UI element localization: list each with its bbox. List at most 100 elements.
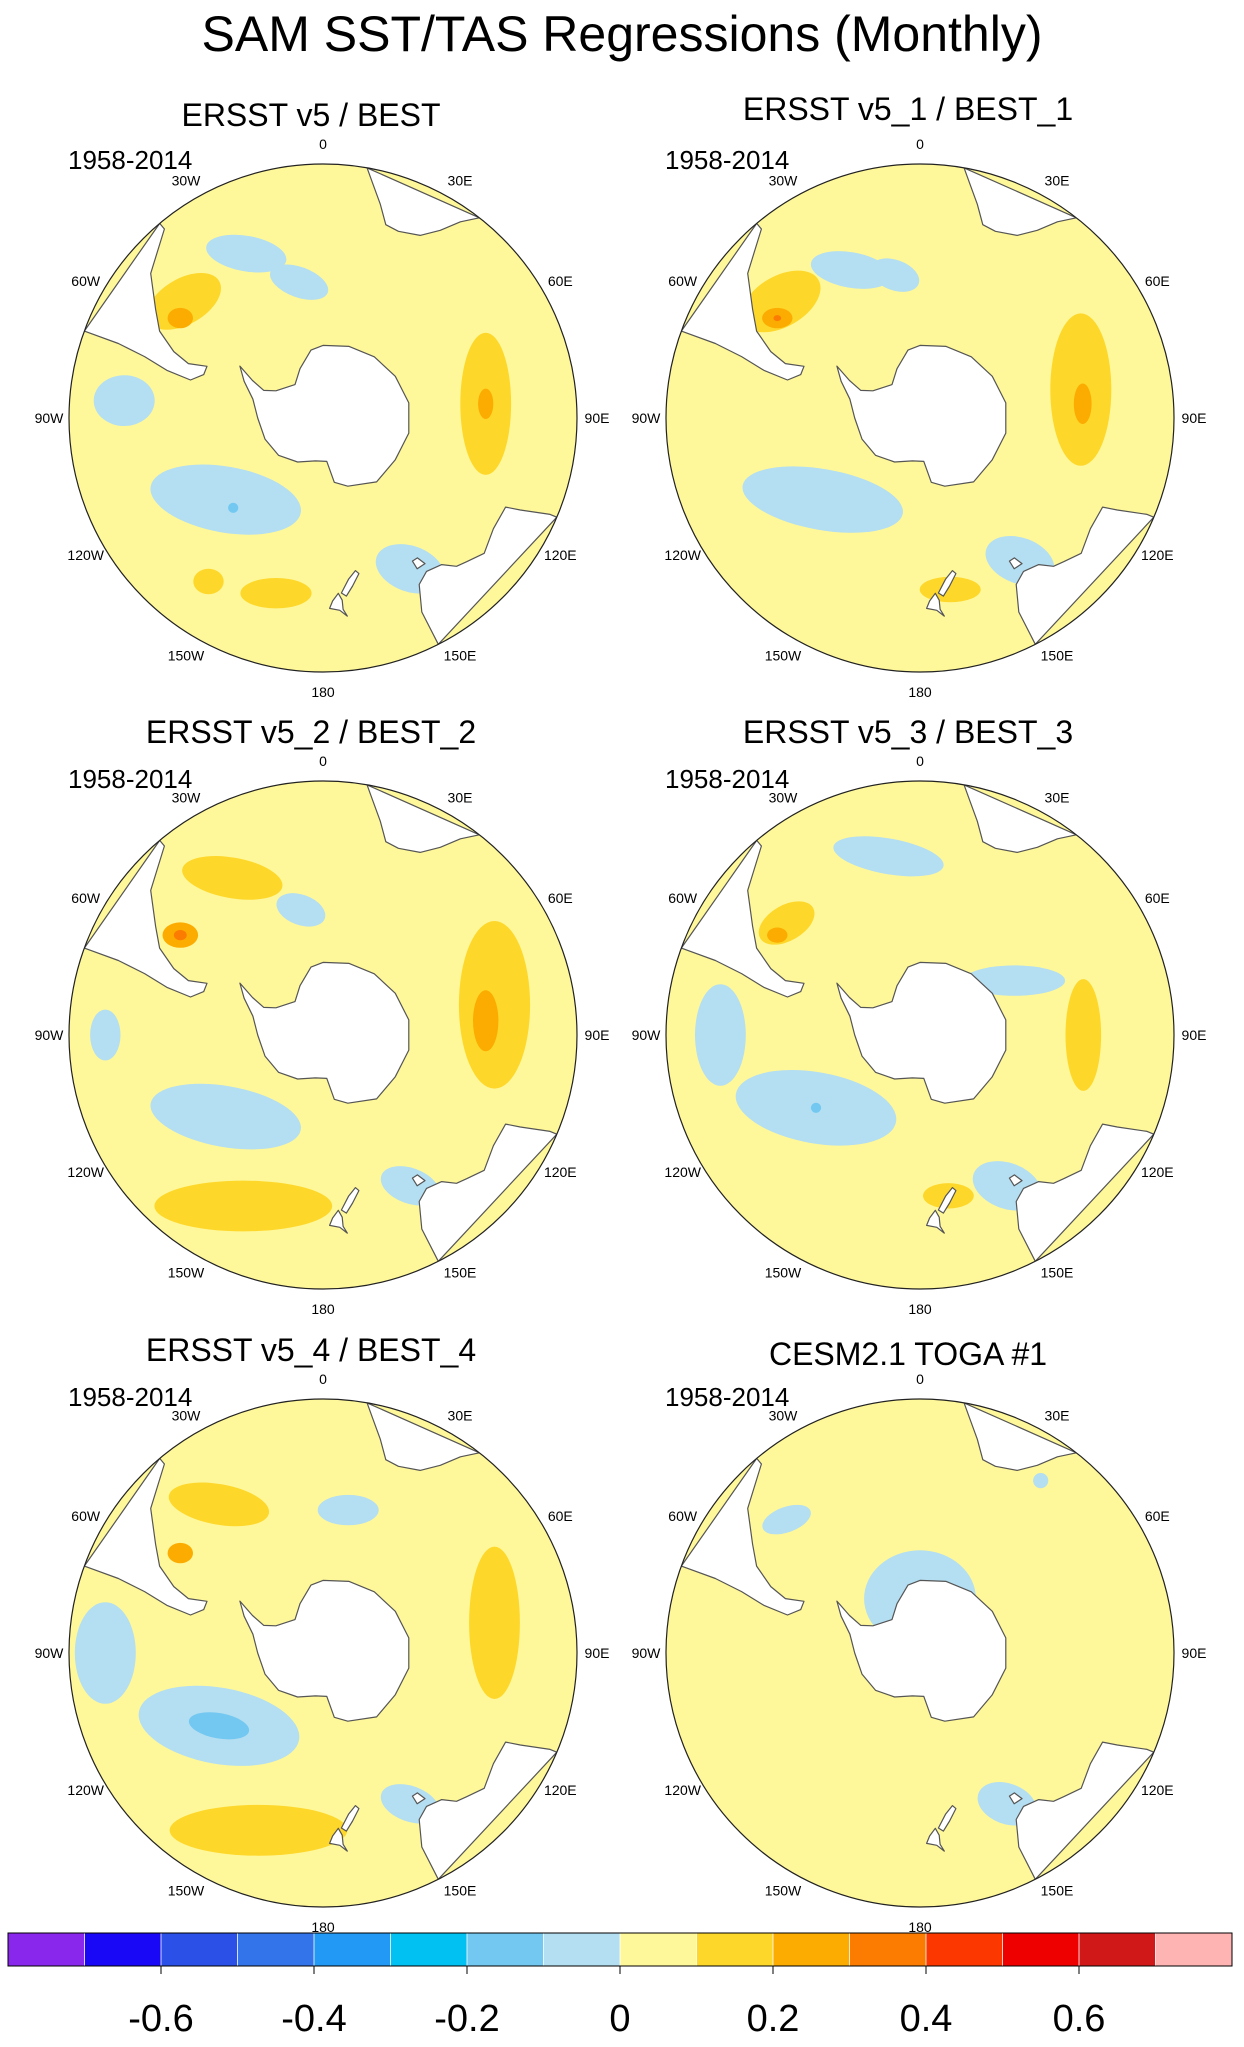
anomaly-region [742, 466, 903, 533]
africa-land [963, 1402, 1077, 1471]
longitude-label: 90E [1182, 1645, 1207, 1661]
panel-title: ERSST v5_4 / BEST_4 [145, 1332, 477, 1368]
africa-land [366, 167, 480, 236]
australia-land [418, 1123, 558, 1262]
longitude-label: 90E [1182, 410, 1207, 426]
anomaly-region [469, 1546, 520, 1699]
colorbar-swatch [1002, 1933, 1080, 1966]
longitude-label: 60W [668, 1508, 698, 1524]
new-zealand-south-land [937, 570, 957, 597]
map-field [69, 164, 577, 672]
longitude-label: 180 [908, 684, 932, 700]
colorbar-tick-label: 0.4 [900, 1998, 953, 2040]
polar-map: 0 30E 60E 90E 120E 150E 180 150W 120W 90W 60W 30W [35, 753, 610, 1317]
map-boundary [665, 780, 1175, 1290]
longitude-label: 150E [1041, 1882, 1074, 1898]
longitude-label: 30W [769, 173, 799, 189]
antarctica-land [239, 1579, 410, 1722]
longitude-label: 90W [35, 1027, 65, 1043]
longitude-label: 0 [916, 136, 924, 152]
tasmania-land [411, 557, 426, 570]
tasmania-land [411, 1792, 426, 1805]
antarctica-land [836, 961, 1007, 1104]
anomaly-region [188, 1712, 250, 1740]
new-zealand-south-land [340, 1805, 360, 1832]
map-field [666, 781, 1174, 1289]
colorbar-tick-label: 0 [609, 1998, 630, 2040]
longitude-label: 120W [664, 547, 701, 563]
longitude-label: 30W [172, 1408, 202, 1424]
longitude-label: 60E [548, 1508, 573, 1524]
new-zealand-north-land [329, 1209, 348, 1234]
polar-map: 0 30E 60E 90E 120E 150E 180 150W 120W 90W 60W 30W [35, 136, 610, 700]
panel-period: 1958-2014 [665, 764, 790, 794]
colorbar-swatch [467, 1933, 544, 1966]
longitude-label: 180 [311, 684, 335, 700]
longitude-label: 120W [67, 1782, 104, 1798]
anomaly-region [173, 930, 187, 941]
map-panel-4: 0 30E 60E 90E 120E 150E 180 150W 120W 90W 60W 30W E… [597, 702, 1219, 1322]
map-panel-1: 0 30E 60E 90E 120E 150E 180 150W 120W 90W 60W 30W E… [0, 85, 622, 705]
antarctica-land [836, 344, 1007, 487]
map-panel-5: 0 30E 60E 90E 120E 150E 180 150W 120W 90W 60W 30W E… [0, 1320, 622, 1940]
longitude-label: 150E [1041, 647, 1074, 663]
new-zealand-north-land [926, 592, 945, 617]
longitude-label: 90E [585, 410, 610, 426]
anomaly-region [762, 1504, 811, 1535]
longitude-label: 90W [35, 410, 65, 426]
antarctica-land [239, 961, 410, 1104]
longitude-label: 30E [1045, 790, 1070, 806]
antarctica-land [239, 344, 410, 487]
longitude-label: 30E [448, 790, 473, 806]
longitude-label: 90W [35, 1645, 65, 1661]
anomaly-region [147, 273, 221, 330]
panel-title: ERSST v5_1 / BEST_1 [742, 91, 1074, 127]
longitude-label: 150W [765, 647, 802, 663]
panel-period: 1958-2014 [665, 1382, 790, 1412]
longitude-label: 120W [664, 1782, 701, 1798]
longitude-label: 60W [71, 890, 101, 906]
panel-period: 1958-2014 [68, 1382, 193, 1412]
longitude-label: 150E [444, 1264, 477, 1280]
australia-land [418, 1741, 558, 1880]
map-field [69, 1399, 577, 1907]
longitude-label: 90E [1182, 1027, 1207, 1043]
colorbar-swatch [161, 1933, 238, 1966]
longitude-label: 30W [769, 790, 799, 806]
map-panel-3: 0 30E 60E 90E 120E 150E 180 150W 120W 90W 60W 30W E… [0, 702, 622, 1322]
longitude-label: 90W [632, 410, 662, 426]
anomaly-region [93, 375, 155, 426]
anomaly-region [767, 927, 788, 943]
longitude-label: 120W [664, 1164, 701, 1180]
africa-land [366, 1402, 480, 1471]
anomaly-region [741, 270, 821, 333]
colorbar-swatch [1155, 1933, 1233, 1966]
colorbar-swatch [620, 1933, 697, 1966]
south-america-land [680, 839, 805, 998]
panel-title: ERSST v5_2 / BEST_2 [145, 714, 477, 750]
colorbar-tick-label: 0.2 [747, 1998, 800, 2040]
australia-land [418, 506, 558, 645]
longitude-label: 180 [311, 1919, 335, 1935]
longitude-label: 150E [1041, 1264, 1074, 1280]
longitude-label: 150W [765, 1882, 802, 1898]
anomaly-region [478, 388, 494, 419]
longitude-label: 30E [1045, 1408, 1070, 1424]
antarctica-land [836, 1579, 1007, 1722]
anomaly-region [74, 1602, 136, 1704]
tasmania-land [1008, 1174, 1023, 1187]
longitude-label: 60E [1145, 890, 1170, 906]
map-panel-2: 0 30E 60E 90E 120E 150E 180 150W 120W 90W 60W 30W E… [597, 85, 1219, 705]
south-america-land [680, 222, 805, 381]
longitude-label: 60W [668, 890, 698, 906]
panel-title: CESM2.1 TOGA #1 [768, 1336, 1048, 1372]
polar-map: 0 30E 60E 90E 120E 150E 180 150W 120W 90W 60W 30W [35, 1371, 610, 1935]
anomaly-region [276, 893, 326, 927]
anomaly-region [150, 464, 301, 535]
longitude-label: 0 [916, 1371, 924, 1387]
longitude-label: 60E [548, 890, 573, 906]
longitude-label: 120E [544, 1164, 577, 1180]
new-zealand-south-land [937, 1187, 957, 1214]
longitude-label: 120E [1141, 1164, 1174, 1180]
anomaly-region [269, 264, 329, 300]
